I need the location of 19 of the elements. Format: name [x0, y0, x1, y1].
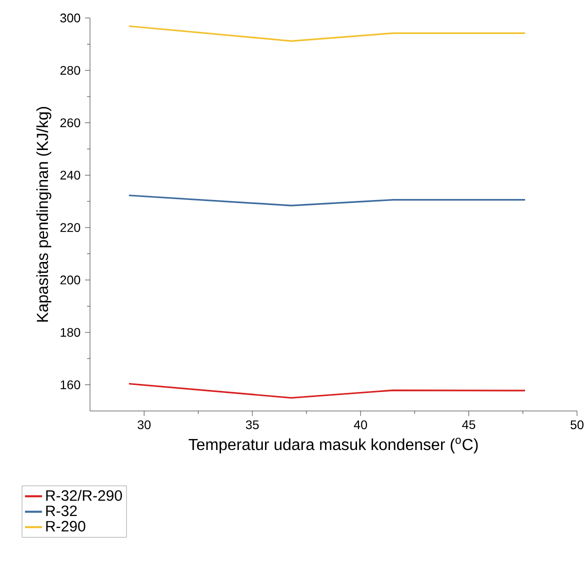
legend-label: R-32 — [46, 506, 77, 516]
y-tick-label: 280 — [60, 66, 80, 75]
y-tick-label: 180 — [60, 328, 80, 337]
x-tick-label: 35 — [246, 420, 259, 430]
x-tick-label: 40 — [354, 420, 368, 430]
y-tick-label: 220 — [60, 223, 80, 232]
x-tick-label: 30 — [138, 420, 151, 430]
line-series — [128, 382, 526, 399]
y-tick-label: 260 — [60, 118, 80, 128]
y-tick-label: 240 — [60, 170, 80, 180]
x-axis-title: Temperatur udara masuk kondenser ($^{o}$C) — [188, 438, 478, 454]
y-tick-label: 300 — [60, 14, 80, 22]
y-tick-label: 200 — [60, 276, 80, 284]
x-tick-label: 50 — [570, 420, 584, 430]
legend-label: R-32/R-290 — [46, 490, 122, 501]
x-tick-label: 45 — [462, 420, 476, 430]
y-axis-title: Kapasitas pendinginan (KJ/kg) — [36, 107, 52, 322]
y-tick-label: 160 — [60, 380, 80, 390]
legend-label: R-290 — [46, 520, 86, 532]
